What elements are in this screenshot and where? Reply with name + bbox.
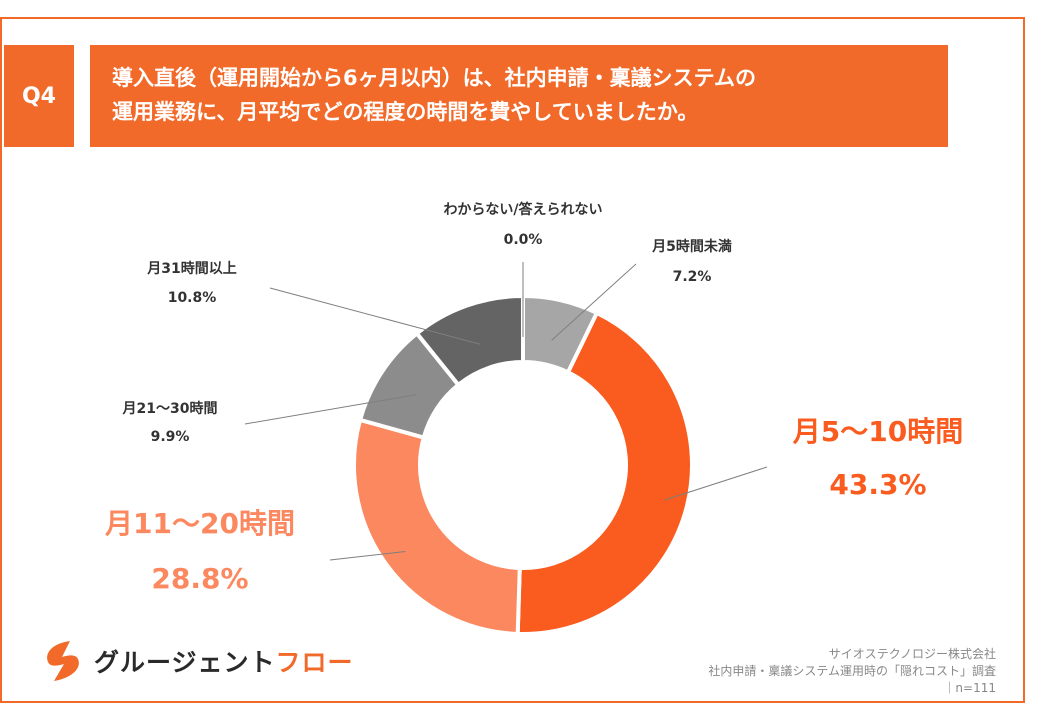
category-label-slice-4: 月21〜30時間 [122,400,218,417]
brand-logo-text-accent: フロー [275,648,354,677]
source-note: サイオステクノロジー株式会社 社内申請・稟議システム運用時の「隠れコスト」調査 … [708,646,996,697]
value-label-slice-2: 43.3% [829,468,926,501]
source-company: サイオステクノロジー株式会社 [828,647,996,661]
category-label-slice-2: 月5〜10時間 [792,415,963,448]
category-label-slice-3: 月11〜20時間 [104,507,295,540]
leader-line-slice-2 [664,466,768,501]
donut-slice-2 [515,310,694,636]
value-label-slice-1: 7.2% [673,269,712,285]
question-number-badge: Q4 [4,45,74,147]
category-label-slice-1: 月5時間未満 [651,238,732,255]
value-label-slice-4: 9.9% [151,429,190,445]
source-survey-title: 社内申請・稟議システム運用時の「隠れコスト」調査 [708,664,996,678]
category-label-slice-5: 月31時間以上 [146,260,236,277]
brand-logo-text-main: グルージェント [94,648,276,677]
question-title: 導入直後（運用開始から6ヶ月以内）は、社内申請・稟議システムの 運用業務に、月平… [90,45,948,147]
leader-line-slice-5 [269,287,481,345]
source-sample-size: ｜n=111 [943,681,996,695]
value-label-slice-3: 28.8% [151,562,248,595]
value-label-slice-5: 10.8% [168,290,217,306]
leader-line-slice-3 [329,551,406,561]
leader-line-slice-4 [244,394,417,425]
question-title-line-2: 運用業務に、月平均でどの程度の時間を費やしていましたか。 [112,100,699,124]
leader-line-slice-1 [551,263,637,341]
brand-logo-text: グルージェントフロー [94,643,354,679]
lightning-swirl-icon [47,641,79,681]
brand-logo: グルージェントフロー [40,636,354,686]
value-label-slice-6: 0.0% [504,232,543,248]
donut-slice-3 [352,417,522,636]
category-label-slice-6: わからない/答えられない [443,201,602,218]
question-title-line-1: 導入直後（運用開始から6ヶ月以内）は、社内申請・稟議システムの [112,66,756,90]
